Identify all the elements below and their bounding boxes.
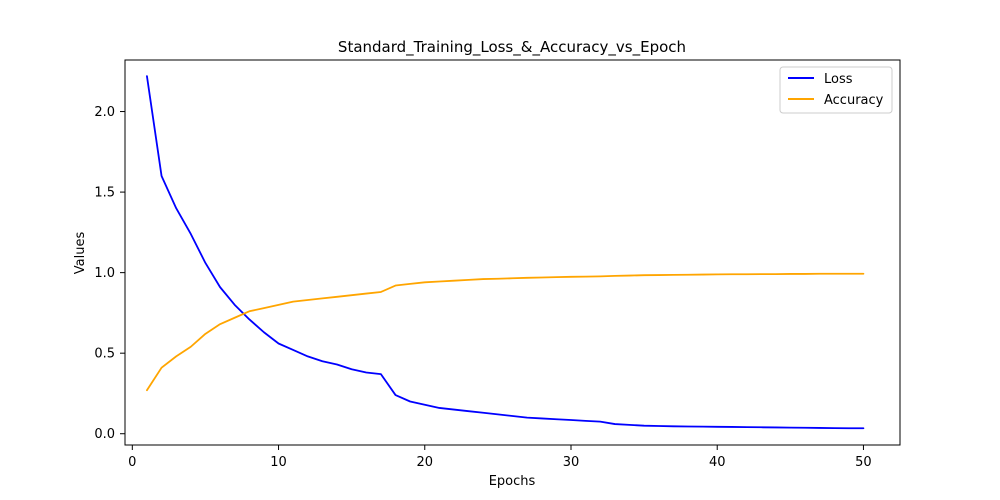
x-tick-label: 40 bbox=[709, 455, 726, 470]
y-tick-label: 1.0 bbox=[94, 266, 115, 281]
series-layer bbox=[146, 75, 865, 430]
x-tick-label: 30 bbox=[563, 455, 580, 470]
legend: Loss Accuracy bbox=[779, 66, 893, 114]
y-axis-label: Values bbox=[73, 232, 88, 275]
series-line-loss bbox=[146, 75, 865, 430]
y-axis-ticks: 0.0 0.5 1.0 1.5 2.0 bbox=[94, 105, 125, 442]
plot-frame bbox=[124, 59, 901, 446]
y-tick-label: 0.5 bbox=[94, 347, 115, 362]
series-line-accuracy bbox=[146, 272, 865, 392]
x-tick-label: 20 bbox=[416, 455, 433, 470]
x-axis-ticks: 0 10 20 30 40 50 bbox=[128, 445, 872, 470]
y-tick-label: 1.5 bbox=[94, 186, 115, 201]
x-axis-label: Epochs bbox=[489, 474, 536, 489]
x-tick-label: 10 bbox=[270, 455, 287, 470]
chart-title: Standard_Training_Loss_&_Accuracy_vs_Epo… bbox=[338, 38, 686, 57]
y-tick-label: 2.0 bbox=[94, 105, 115, 120]
x-tick-label: 50 bbox=[855, 455, 872, 470]
x-tick-label: 0 bbox=[128, 455, 136, 470]
y-tick-label: 0.0 bbox=[94, 427, 115, 442]
legend-label-accuracy: Accuracy bbox=[824, 93, 884, 108]
legend-label-loss: Loss bbox=[824, 72, 853, 87]
